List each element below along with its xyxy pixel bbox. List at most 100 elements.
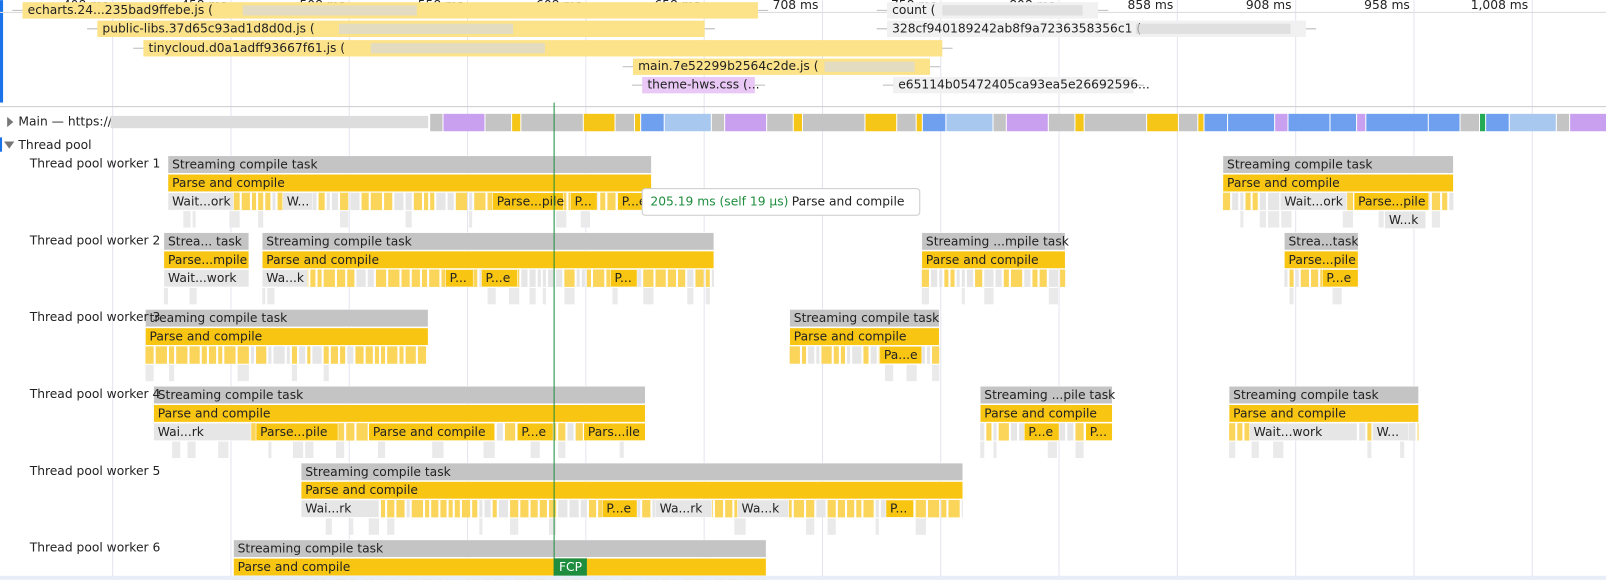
sub-task xyxy=(411,269,420,287)
task-block[interactable] xyxy=(570,192,598,211)
task-block[interactable] xyxy=(233,539,767,558)
task-block[interactable] xyxy=(610,269,638,288)
redacted xyxy=(942,5,1083,16)
task-block[interactable] xyxy=(583,422,646,441)
sub-task xyxy=(189,346,200,364)
sub-task xyxy=(1268,192,1280,211)
task-block[interactable] xyxy=(1384,210,1426,229)
sub-task xyxy=(600,192,606,211)
task-block[interactable] xyxy=(255,422,339,441)
sub-task xyxy=(425,499,430,518)
sub-task xyxy=(367,269,374,287)
sub-task xyxy=(1300,269,1309,287)
task-block[interactable] xyxy=(261,232,715,251)
task-block[interactable] xyxy=(153,386,646,404)
task-block[interactable] xyxy=(1280,192,1348,211)
task-block[interactable] xyxy=(1085,422,1113,441)
task-block[interactable] xyxy=(163,232,250,251)
sub-task xyxy=(1024,269,1031,287)
sub-task xyxy=(256,346,267,364)
worker-label: Thread pool worker 4 xyxy=(29,387,161,401)
task-block[interactable] xyxy=(261,269,308,288)
task-block[interactable] xyxy=(789,309,940,328)
network-label: e65114b05472405ca93ea5e26692596... xyxy=(898,78,1150,92)
task-block[interactable] xyxy=(445,269,474,288)
sub-task xyxy=(816,346,820,364)
task-block[interactable] xyxy=(1228,404,1419,423)
sub-task xyxy=(487,192,496,211)
task-label: Streaming ...mpile task xyxy=(926,234,1070,248)
task-block[interactable] xyxy=(789,327,940,346)
task-block[interactable] xyxy=(1284,250,1359,269)
task-block[interactable] xyxy=(921,232,1066,251)
task-block[interactable] xyxy=(737,499,789,518)
task-block[interactable] xyxy=(145,327,429,346)
task-block[interactable] xyxy=(1372,422,1409,441)
sub-task xyxy=(323,346,329,364)
sub-task xyxy=(1059,423,1066,441)
sub-task xyxy=(346,423,355,441)
ruler-tick: 908 ms xyxy=(1246,0,1292,12)
network-edge xyxy=(0,0,4,103)
task-block[interactable] xyxy=(153,404,646,423)
network-label: theme-hws.css (... xyxy=(647,78,759,92)
sub-task xyxy=(347,346,354,364)
main-activity xyxy=(635,113,641,132)
task-label: Wa...k xyxy=(266,271,305,285)
sub-task xyxy=(548,499,557,518)
sub-task xyxy=(1268,211,1280,228)
task-block[interactable] xyxy=(261,250,715,269)
task-label: Parse and compile xyxy=(158,406,271,420)
task-block[interactable] xyxy=(885,499,914,518)
sub-task xyxy=(1032,269,1038,287)
task-block[interactable] xyxy=(167,174,652,192)
task-block[interactable] xyxy=(300,462,964,481)
task-label: Wait...ork xyxy=(172,194,231,208)
task-block[interactable] xyxy=(481,269,518,288)
task-block[interactable] xyxy=(1222,174,1454,192)
task-block[interactable] xyxy=(516,422,554,441)
task-block[interactable] xyxy=(163,269,250,288)
sub-task xyxy=(381,499,386,518)
task-block[interactable] xyxy=(1322,269,1359,288)
task-block[interactable] xyxy=(655,499,713,518)
task-block[interactable] xyxy=(145,309,429,328)
sub-task xyxy=(168,346,175,364)
task-label: P...e xyxy=(521,425,546,439)
task-block[interactable] xyxy=(1023,422,1060,441)
task-label: Streaming compile task xyxy=(172,158,318,172)
task-block[interactable] xyxy=(368,422,495,441)
task-block[interactable] xyxy=(167,192,234,211)
task-label: Parse and compile xyxy=(150,330,263,344)
sub-task xyxy=(856,499,862,518)
task-block[interactable] xyxy=(921,250,1066,269)
task-block[interactable] xyxy=(979,386,1113,404)
task-block[interactable] xyxy=(492,192,564,211)
task-block[interactable] xyxy=(1228,386,1419,404)
task-block[interactable] xyxy=(1249,422,1358,441)
task-block[interactable] xyxy=(601,499,638,518)
sub-task xyxy=(272,192,276,211)
sub-task xyxy=(429,269,440,287)
task-block[interactable] xyxy=(300,481,964,500)
task-block[interactable] xyxy=(979,404,1113,423)
task-label: Parse and compile xyxy=(1227,176,1340,190)
sub-task xyxy=(619,441,624,458)
sub-task xyxy=(340,346,346,364)
task-block[interactable] xyxy=(1284,232,1359,251)
task-block[interactable] xyxy=(167,155,652,174)
task-block[interactable] xyxy=(153,422,252,441)
task-block[interactable] xyxy=(300,499,380,518)
sub-task xyxy=(330,346,338,364)
sub-task xyxy=(556,211,567,228)
task-block[interactable] xyxy=(163,250,250,269)
task-block[interactable] xyxy=(1353,192,1430,211)
task-block[interactable] xyxy=(282,192,313,211)
task-block[interactable] xyxy=(879,346,923,365)
task-block[interactable] xyxy=(1222,155,1454,174)
sub-task xyxy=(424,192,429,211)
sub-task xyxy=(1273,441,1284,458)
sub-task xyxy=(325,518,332,535)
sub-task xyxy=(1400,441,1405,458)
